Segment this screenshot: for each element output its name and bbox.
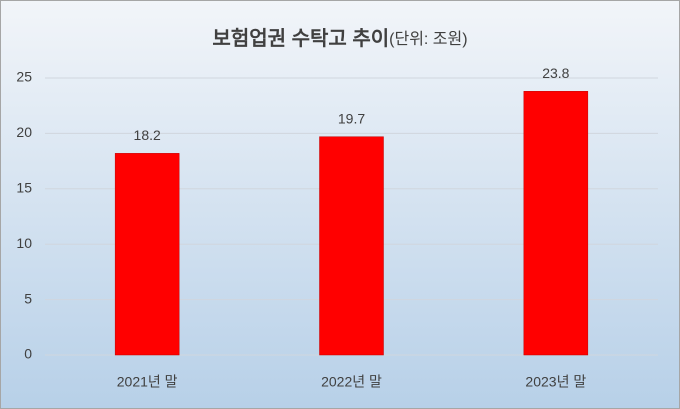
bar (523, 91, 589, 356)
y-tick-label: 25 (16, 69, 32, 85)
y-tick-label: 20 (16, 124, 32, 140)
value-label: 23.8 (542, 65, 569, 81)
bar (319, 136, 384, 356)
x-tick-label: 2021년 말 (117, 374, 178, 390)
chart-title: 보험업권 수탁고 추이(단위: 조원) (212, 27, 467, 50)
y-tick-label: 10 (16, 235, 32, 251)
value-label: 18.2 (134, 127, 161, 143)
y-tick-label: 0 (24, 346, 32, 362)
x-tick-label: 2022년 말 (321, 374, 382, 390)
title: 보험업권 수탁고 추이 (212, 27, 389, 50)
bar (114, 153, 180, 356)
y-tick-label: 15 (16, 180, 32, 196)
x-tick-label: 2023년 말 (525, 374, 586, 390)
value-label: 19.7 (338, 110, 365, 126)
y-tick-label: 5 (24, 290, 32, 306)
unit: (단위: 조원) (389, 30, 467, 48)
